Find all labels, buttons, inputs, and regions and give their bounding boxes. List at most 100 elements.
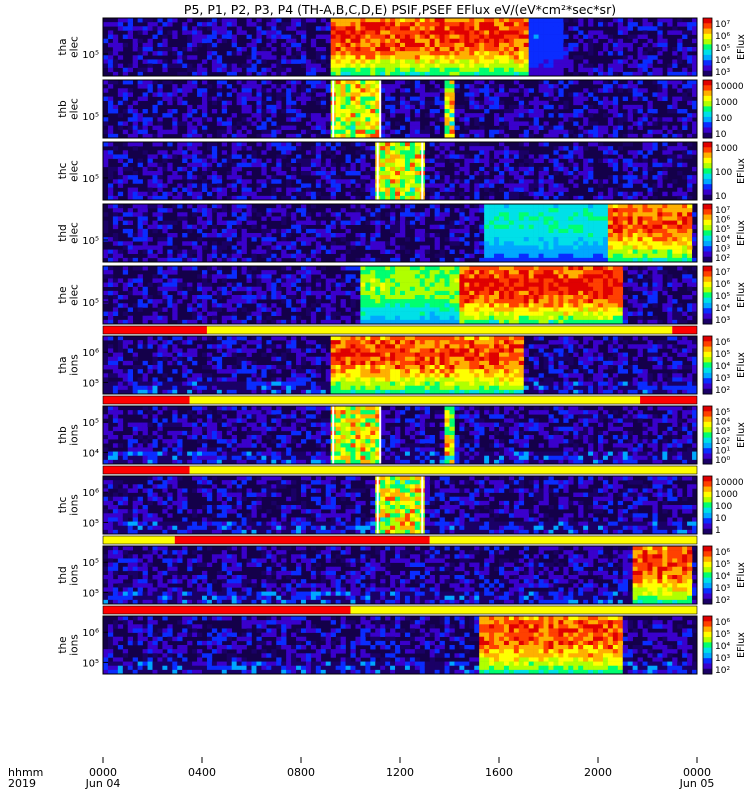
flux-cell [523, 208, 529, 213]
flux-cell [305, 187, 312, 193]
flux-cell [444, 67, 450, 73]
flux-cell [568, 113, 574, 118]
flux-cell [137, 278, 143, 283]
flux-cell [365, 270, 371, 275]
flux-cell [513, 34, 520, 40]
flux-cell [479, 171, 485, 176]
flux-cell [508, 18, 515, 23]
flux-cell [518, 38, 525, 44]
flux-cell [385, 195, 391, 201]
flux-cell [202, 125, 208, 131]
flux-cell [291, 38, 297, 44]
flux-cell [241, 257, 247, 263]
flux-cell [662, 237, 668, 242]
flux-cell [479, 38, 485, 44]
flux-cell [429, 26, 435, 31]
flux-cell [142, 286, 148, 292]
flux-cell [261, 133, 267, 139]
flux-cell [172, 171, 178, 176]
flux-cell [286, 80, 292, 85]
flux-cell [652, 80, 658, 85]
flux-cell [276, 208, 282, 213]
flux-cell [637, 47, 643, 52]
flux-cell [340, 84, 346, 89]
flux-cell [142, 133, 148, 139]
flux-cell [533, 104, 539, 110]
flux-cell [414, 18, 421, 23]
flux-cell [687, 233, 693, 238]
colorbar-swatch [703, 70, 712, 77]
flux-cell [246, 121, 252, 126]
flux-cell [409, 257, 416, 263]
flux-cell [672, 59, 678, 64]
flux-cell [132, 179, 138, 184]
flux-cell [444, 125, 450, 131]
flux-cell [523, 237, 529, 242]
flux-cell [444, 179, 450, 184]
flux-cell [499, 212, 505, 217]
flux-cell [112, 71, 119, 77]
flux-cell [370, 315, 376, 321]
flux-cell [404, 80, 411, 85]
flux-cell [642, 245, 648, 250]
flux-cell [409, 34, 416, 40]
flux-cell [513, 253, 520, 259]
flux-cell [395, 59, 401, 64]
flux-cell [469, 220, 475, 226]
flux-cell [271, 311, 277, 317]
flux-cell [499, 158, 505, 164]
flux-cell [261, 274, 267, 279]
flux-cell [598, 216, 604, 221]
flux-cell [434, 96, 440, 102]
flux-cell [395, 142, 401, 147]
flux-cell [578, 171, 584, 176]
flux-cell [434, 59, 440, 64]
flux-cell [390, 59, 396, 64]
flux-cell [152, 162, 158, 168]
flux-cell [602, 34, 609, 40]
flux-cell [568, 92, 574, 97]
colorbar-tick-label: 1000 [715, 144, 738, 154]
flux-cell [637, 71, 643, 77]
flux-cell [479, 88, 485, 93]
flux-cell [385, 133, 391, 139]
flux-cell [236, 30, 242, 35]
flux-cell [637, 92, 643, 97]
flux-cell [553, 166, 559, 172]
flux-cell [137, 233, 143, 238]
flux-cell [647, 146, 653, 151]
flux-cell [355, 315, 361, 321]
flux-cell [568, 212, 574, 217]
flux-cell [276, 228, 282, 234]
flux-cell [439, 257, 445, 263]
flux-cell [202, 278, 208, 283]
flux-cell [593, 129, 599, 135]
flux-cell [147, 133, 153, 139]
flux-cell [533, 34, 539, 40]
flux-cell [444, 34, 450, 40]
flux-cell [172, 18, 178, 23]
flux-cell [226, 129, 232, 135]
flux-cell [271, 253, 277, 259]
flux-cell [439, 195, 445, 201]
flux-cell [305, 270, 312, 275]
flux-cell [286, 179, 292, 184]
flux-cell [132, 191, 138, 197]
flux-cell [518, 249, 525, 255]
flux-cell [484, 38, 490, 44]
flux-cell [122, 245, 129, 250]
flux-cell [360, 113, 366, 118]
flux-cell [484, 109, 490, 114]
flux-cell [137, 96, 143, 102]
flux-cell [494, 96, 500, 102]
flux-cell [132, 278, 138, 283]
flux-cell [142, 117, 148, 122]
flux-cell [315, 47, 322, 52]
flux-cell [607, 233, 614, 238]
flux-cell [286, 125, 292, 131]
flux-cell [291, 282, 297, 288]
flux-cell [677, 162, 683, 168]
flux-cell [345, 59, 351, 64]
flux-cell [107, 42, 114, 48]
flux-cell [494, 59, 500, 64]
